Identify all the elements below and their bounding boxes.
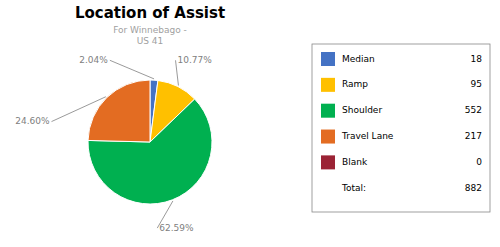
title: Location of Assist xyxy=(75,4,225,22)
legend-swatch xyxy=(321,78,335,92)
data-label: 2.04% xyxy=(79,55,108,65)
leader-line xyxy=(52,97,106,122)
legend-box xyxy=(312,44,490,212)
legend: Median 18 Ramp 95 Shoulder 552 Travel Lane 217 B… xyxy=(312,44,490,212)
data-label: 10.77% xyxy=(178,55,213,65)
pie-labels: 2.04% 10.77% 62.59% 24.60% xyxy=(15,55,212,233)
legend-swatch xyxy=(321,52,335,66)
legend-label: Median xyxy=(342,54,375,64)
legend-label: Shoulder xyxy=(342,105,382,115)
total-value: 882 xyxy=(465,183,482,193)
legend-label: Ramp xyxy=(342,79,368,89)
legend-label: Travel Lane xyxy=(341,131,394,141)
leader-line xyxy=(110,60,154,79)
pie-slice xyxy=(88,80,150,142)
legend-count: 18 xyxy=(471,54,483,64)
legend-swatch xyxy=(321,104,335,118)
legend-label: Blank xyxy=(342,157,368,167)
subtitle: For Winnebago -US 41 xyxy=(113,25,187,46)
pie xyxy=(88,80,212,204)
legend-swatch xyxy=(321,130,335,144)
data-label: 24.60% xyxy=(15,116,50,126)
legend-swatch xyxy=(321,155,335,169)
total-label: Total: xyxy=(341,183,366,193)
background xyxy=(0,0,500,247)
legend-count: 95 xyxy=(471,79,482,89)
subtitle-line: For Winnebago - xyxy=(113,25,187,35)
data-label: 62.59% xyxy=(159,223,194,233)
legend-count: 217 xyxy=(465,131,482,141)
legend-count: 0 xyxy=(476,157,482,167)
legend-count: 552 xyxy=(465,105,482,115)
chart: Location of Assist For Winnebago -US 41 2.… xyxy=(0,0,500,247)
subtitle-line: US 41 xyxy=(137,36,164,46)
